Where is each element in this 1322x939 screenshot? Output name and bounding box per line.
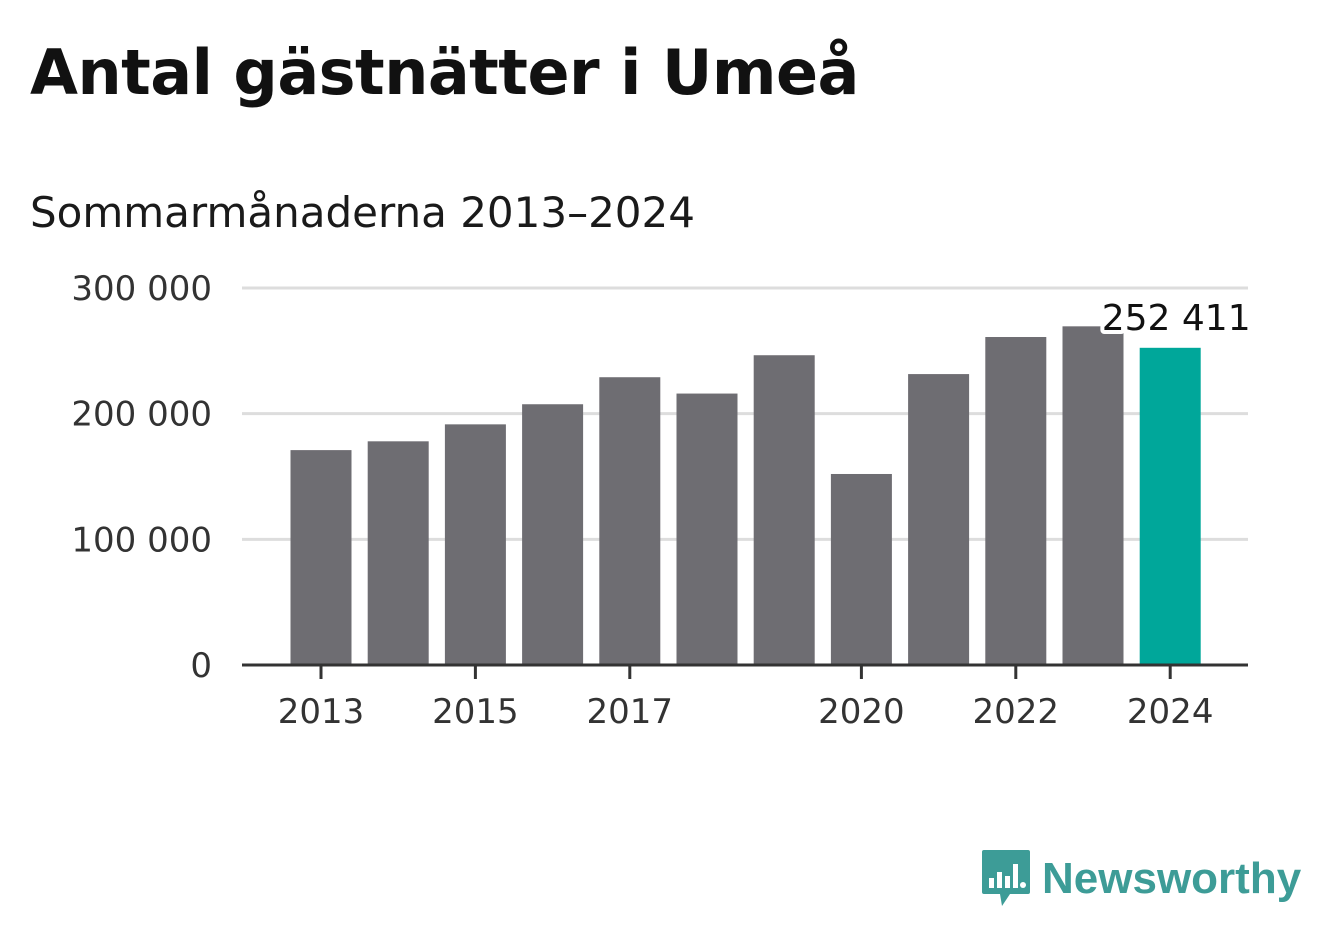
x-tick-label: 2024 [1127,692,1214,732]
x-tick-label: 2015 [432,692,519,732]
x-tick-label: 2022 [973,692,1060,732]
labels: 0 100 000 200 000 300 000 2013 2015 2017 2020 20… [71,269,1254,732]
bars [290,326,1201,665]
bar-2016 [522,404,584,665]
bar-2022 [985,337,1047,665]
bar-2017 [599,377,661,665]
x-tick-label: 2017 [587,692,674,732]
bar-2013 [290,450,352,665]
bar-2020 [830,473,892,665]
y-tick-label: 200 000 [71,395,212,435]
bar-2018 [676,393,738,665]
bar-2024 [1139,347,1201,665]
bar-2014 [367,441,429,665]
bar-2019 [753,355,815,665]
chart-title: Antal gästnätter i Umeå [30,36,859,109]
brand-name: Newsworthy [1042,854,1302,903]
data-label-halo: 252 411 [1102,298,1251,339]
data-label: 252 411 [1102,298,1251,339]
bar-2023 [1062,326,1124,665]
bar-2015 [444,424,506,665]
x-axis [242,663,1248,679]
bar-2021 [908,374,970,665]
y-tick-label: 0 [190,646,212,686]
brand-logo: Newsworthy [980,848,1301,910]
bar-chart-speech-bubble-icon [982,850,1030,906]
x-tick-label: 2013 [278,692,365,732]
y-tick-label: 100 000 [71,520,212,560]
y-tick-label: 300 000 [71,269,212,309]
x-tick-label: 2020 [818,692,905,732]
chart-subtitle: Sommarmånaderna 2013–2024 [30,188,695,237]
